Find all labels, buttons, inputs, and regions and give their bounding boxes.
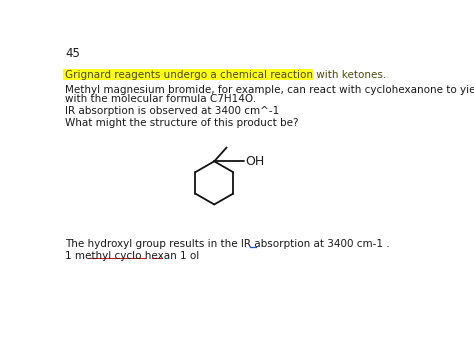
Text: Grignard reagents undergo a chemical reaction with ketones.: Grignard reagents undergo a chemical rea… <box>65 70 387 81</box>
Text: IR absorption is observed at 3400 cm^-1: IR absorption is observed at 3400 cm^-1 <box>65 106 280 116</box>
Text: 45: 45 <box>65 47 80 60</box>
Text: What might the structure of this product be?: What might the structure of this product… <box>65 118 299 128</box>
Text: OH: OH <box>245 155 264 168</box>
FancyBboxPatch shape <box>63 69 313 81</box>
Text: 1 methyl cyclo hexan 1 ol: 1 methyl cyclo hexan 1 ol <box>65 251 200 262</box>
Text: with the molecular formula C7H14O.: with the molecular formula C7H14O. <box>65 94 256 103</box>
Text: The hydroxyl group results in the IR absorption at 3400 cm-1 .: The hydroxyl group results in the IR abs… <box>65 239 390 249</box>
Text: Methyl magnesium bromide, for example, can react with cyclohexanone to yield a p: Methyl magnesium bromide, for example, c… <box>65 85 474 95</box>
